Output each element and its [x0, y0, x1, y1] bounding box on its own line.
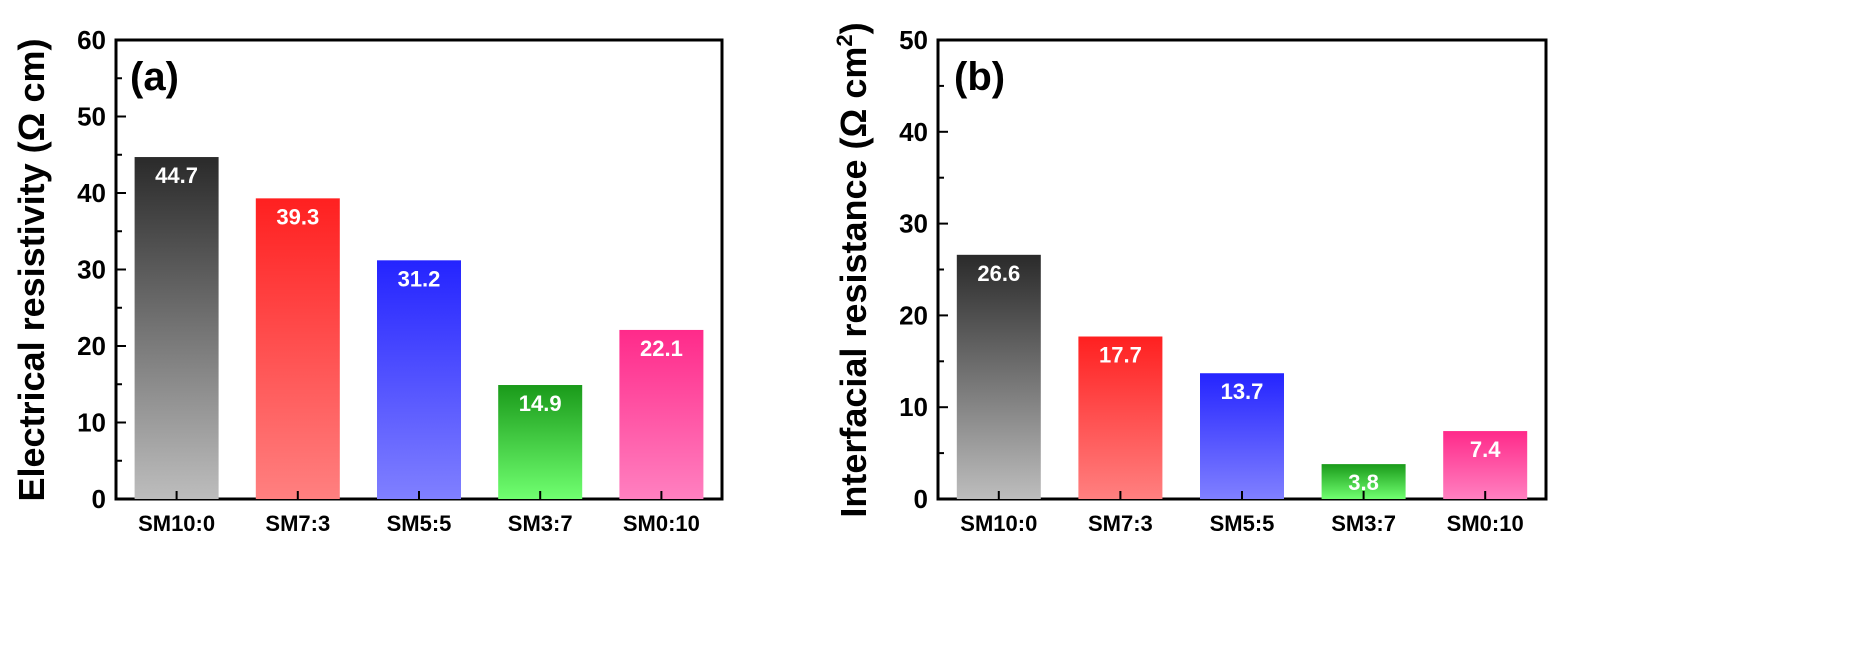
panel-b-y-axis-title-superscript: 2	[832, 34, 857, 46]
panel-b-y-tick-label: 40	[899, 117, 928, 147]
panel-a-category-label: SM7:3	[265, 511, 330, 536]
panel-b-y-tick-label: 30	[899, 209, 928, 239]
panel-a-y-axis-title: Electrical resistivity (Ω cm)	[11, 38, 52, 501]
panel-b-y-axis-title-suffix: )	[833, 22, 874, 34]
panel-b-bar-value-label: 7.4	[1470, 437, 1501, 462]
panel-a-category-label: SM0:10	[623, 511, 700, 536]
panel-a-bar-value-label: 31.2	[398, 266, 441, 291]
panel-b-category-label: SM10:0	[960, 511, 1037, 536]
panel-b-y-axis-title: Interfacial resistance (Ω cm2)	[832, 22, 874, 517]
panel-a-bar-sm3-7	[498, 385, 583, 499]
panel-a-category-label: SM10:0	[138, 511, 215, 536]
panel-b-y-tick-label: 20	[899, 300, 928, 330]
panel-b-bar-sm10-0	[956, 254, 1041, 499]
panel-a-chart: 44.7 39.3 31.2 14.9 22.1 0 10 20 30 40 50 60 SM10:0…	[11, 25, 724, 536]
panel-a-bar-value-label: 44.7	[155, 163, 198, 188]
panel-a-y-tick-label: 20	[77, 331, 106, 361]
panel-a-bar-value-label: 39.3	[276, 204, 319, 229]
panel-a-y-tick-label: 30	[77, 255, 106, 285]
panel-b-bar-sm5-5	[1200, 373, 1284, 499]
panel-b-category-label: SM0:10	[1447, 511, 1524, 536]
panel-b-bar-value-label: 3.8	[1348, 470, 1379, 495]
panel-b-y-tick-label: 0	[914, 484, 928, 514]
panel-a-bar-value-label: 14.9	[519, 391, 562, 416]
panel-b-y-axis-title-main: Interfacial resistance (Ω cm	[833, 47, 874, 518]
panel-a-bar-sm10-0	[134, 157, 219, 500]
panel-a-y-tick-label: 40	[77, 178, 106, 208]
panel-b-label: (b)	[954, 55, 1005, 99]
panel-a-bar-sm7-3	[255, 198, 340, 500]
panel-a-bar-sm5-5	[377, 260, 461, 499]
panel-b-bar-value-label: 26.6	[977, 261, 1020, 286]
panel-a-bar-sm0-10	[619, 329, 704, 499]
panel-a-category-label: SM5:5	[387, 511, 452, 536]
panel-b-category-label: SM5:5	[1210, 511, 1275, 536]
panel-a-bar-value-label: 22.1	[640, 336, 683, 361]
panel-b-y-tick-label: 10	[899, 392, 928, 422]
panel-b-bar-sm7-3	[1078, 336, 1163, 499]
panel-a-label: (a)	[130, 55, 179, 99]
panel-a-y-tick-label: 10	[77, 408, 106, 438]
panel-b-y-tick-label: 50	[899, 25, 928, 55]
panel-a-y-tick-label: 50	[77, 102, 106, 132]
panel-b-chart: 26.6 17.7 13.7 3.8 7.4 0 10 20 30 40 50 SM10:0 SM7:…	[832, 22, 1548, 536]
panel-b-bar-sm0-10	[1443, 431, 1528, 499]
panel-b-bar-value-label: 13.7	[1221, 379, 1264, 404]
panel-a-y-tick-label: 0	[92, 484, 106, 514]
panel-b-bar-value-label: 17.7	[1099, 343, 1142, 368]
panel-b-category-label: SM3:7	[1331, 511, 1396, 536]
panel-a-category-label: SM3:7	[508, 511, 573, 536]
panel-b-category-label: SM7:3	[1088, 511, 1153, 536]
panel-a-y-tick-label: 60	[77, 25, 106, 55]
